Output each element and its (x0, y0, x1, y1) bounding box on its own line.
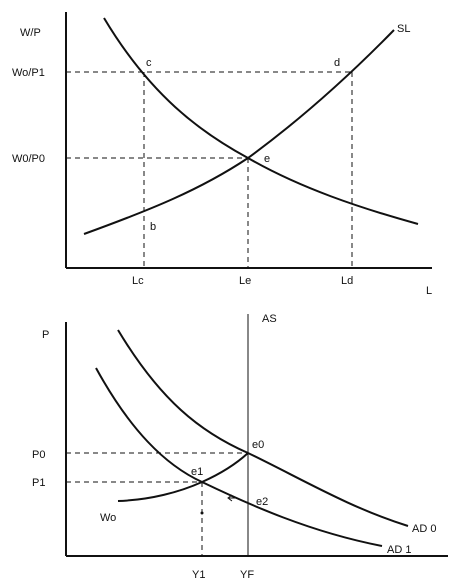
supply-curve-label: SL (397, 23, 410, 35)
labor-demand-curve (103, 17, 419, 225)
labor-market-panel: W/P Wo/P1 W0/P0 SL c d e b Lc Le Ld L (12, 12, 432, 297)
wage-label-high: Wo/P1 (12, 67, 45, 79)
price-label-p1: P1 (32, 477, 45, 489)
tick-label-le: Le (239, 275, 251, 287)
labor-y-axis-label: W/P (20, 27, 41, 39)
ad1-curve-label: AD 1 (387, 544, 411, 556)
ad1-curve (95, 367, 383, 547)
shift-arrow-head (227, 494, 233, 502)
price-y-axis-label: P (42, 329, 49, 341)
point-label-d: d (334, 57, 340, 69)
labor-x-axis-label: L (426, 285, 432, 297)
point-label-e2: e2 (256, 496, 268, 508)
wo-curve (117, 452, 249, 502)
ad0-curve-label: AD 0 (412, 523, 436, 535)
y1-marker (200, 511, 204, 515)
wage-label-initial: W0/P0 (12, 153, 45, 165)
tick-label-lc: Lc (132, 275, 144, 287)
point-label-e1: e1 (191, 466, 203, 478)
tick-label-ld: Ld (341, 275, 353, 287)
point-label-c: c (146, 57, 152, 69)
goods-market-panel: P AS P0 P1 e0 e1 e2 Wo AD 0 AD 1 Y1 YF (32, 313, 448, 581)
tick-label-yf: YF (240, 569, 254, 581)
point-label-b: b (150, 221, 156, 233)
point-label-e0: e0 (252, 439, 264, 451)
price-label-p0: P0 (32, 449, 45, 461)
point-label-e: e (264, 153, 270, 165)
tick-label-y1: Y1 (192, 569, 205, 581)
labor-supply-curve (83, 29, 395, 235)
as-curve-label: AS (262, 313, 277, 325)
wo-curve-label: Wo (100, 512, 116, 524)
